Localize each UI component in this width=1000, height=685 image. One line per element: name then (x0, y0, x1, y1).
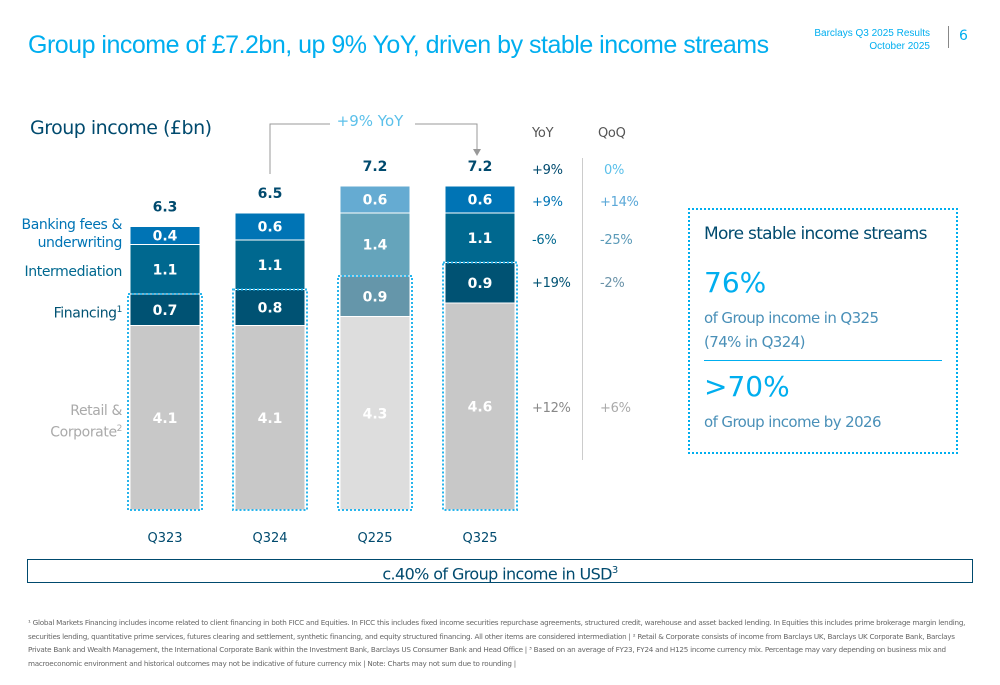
x-tick-label: Q225 (357, 531, 392, 546)
header-divider (948, 26, 949, 48)
yoy-financing: +19% (532, 276, 571, 291)
bar-segment-financing (339, 275, 411, 317)
stat-76-text: of Group income in Q325 (704, 309, 879, 327)
footnote-ref: 2 (116, 424, 123, 434)
data-label: 4.3 (363, 406, 388, 422)
legend-text: Financing (53, 305, 117, 322)
legend-intermediation: Intermediation (24, 264, 123, 280)
x-tick-label: Q323 (147, 531, 182, 546)
data-label: 1.1 (258, 258, 283, 274)
footnotes: ¹ Global Markets Financing includes inco… (28, 618, 966, 668)
stable-income-panel: More stable income streams 76% of Group … (688, 208, 958, 454)
x-tick-label: Q324 (252, 531, 287, 546)
yoy-annotation: +9% YoY (336, 112, 404, 130)
legend-text: Retail & (70, 403, 122, 419)
data-label: 0.6 (468, 193, 493, 209)
data-label: 1.4 (363, 238, 388, 254)
usd-text: c.40% of Group income in USD (382, 564, 612, 584)
data-label: 0.6 (363, 193, 388, 209)
data-label: 0.8 (258, 301, 283, 317)
usd-banner: c.40% of Group income in USD3 (27, 559, 973, 583)
footnote-ref: 3 (611, 565, 618, 576)
bar-segment-retail (444, 302, 516, 511)
yoy-total: +9% (532, 163, 563, 178)
yoy-intermediation: -6% (532, 233, 557, 248)
data-label: 0.7 (153, 303, 178, 319)
chart-title: Group income (£bn) (30, 117, 212, 139)
bar-segment-retail (129, 325, 201, 511)
column-divider (582, 158, 583, 460)
qoq-header: QoQ (598, 126, 626, 141)
page-number: 6 (959, 28, 968, 44)
bar-segment-banking-fees (234, 212, 306, 241)
x-tick-label: Q325 (462, 531, 497, 546)
total-label: 7.2 (468, 159, 493, 175)
yoy-bracket (269, 123, 478, 174)
doc-date: October 2025 (869, 41, 930, 52)
legend-text: underwriting (37, 235, 123, 251)
data-label: 4.6 (468, 400, 493, 416)
yoy-banking: +9% (532, 195, 563, 210)
yoy-retail: +12% (532, 401, 571, 416)
stat-70: >70% (704, 370, 790, 403)
doc-title: Barclays Q3 2025 Results (814, 28, 930, 39)
stable-income-outline (127, 293, 203, 511)
stat-70-text: of Group income by 2026 (704, 413, 882, 431)
bar-segment-financing (129, 293, 201, 326)
data-label: 4.1 (258, 411, 283, 427)
total-label: 7.2 (363, 159, 388, 175)
bar-segment-retail (339, 316, 411, 511)
panel-title: More stable income streams (704, 224, 927, 244)
bar-segment-intermediation (234, 239, 306, 290)
data-label: 0.4 (153, 229, 178, 245)
qoq-financing: -2% (600, 276, 625, 291)
legend-retail-corporate: Retail & Corporate2 (20, 402, 122, 442)
data-label: 0.6 (258, 220, 283, 236)
bar-segment-retail (234, 325, 306, 511)
bar-segment-financing (234, 289, 306, 326)
qoq-banking: +14% (600, 195, 639, 210)
panel-divider (704, 360, 942, 361)
arrow-down-icon (473, 149, 481, 156)
bar-segment-banking-fees (339, 185, 411, 214)
stable-income-outline (232, 288, 308, 511)
stat-76: 76% (704, 266, 767, 299)
stable-income-outline (337, 275, 413, 511)
qoq-total: 0% (604, 163, 625, 178)
bar-segment-banking-fees (444, 185, 516, 214)
stacked-bar-chart: 4.1 0.7 1.1 0.4 6.3 Q323 4.1 0.8 1.1 0.6 6.5 Q324 4.… (127, 123, 518, 546)
footnote-ref: 1 (116, 305, 123, 315)
page-title: Group income of £7.2bn, up 9% YoY, drive… (28, 31, 769, 59)
data-label: 0.9 (363, 289, 388, 305)
data-label: 4.1 (153, 411, 178, 427)
bar-segment-financing (444, 262, 516, 304)
bar-segment-intermediation (339, 212, 411, 277)
doc-info: Barclays Q3 2025 Results October 2025 (814, 27, 930, 53)
data-label: 0.9 (468, 276, 493, 292)
qoq-retail: +6% (600, 401, 631, 416)
legend-banking-fees: Banking fees & underwriting (20, 216, 123, 252)
legend-text: Banking fees & (21, 217, 123, 233)
total-label: 6.3 (153, 200, 178, 216)
data-label: 1.1 (468, 231, 493, 247)
data-label: 1.1 (153, 262, 178, 278)
stat-76-sub: (74% in Q324) (704, 333, 806, 351)
yoy-header: YoY (532, 126, 554, 141)
bar-segment-banking-fees (129, 226, 201, 245)
legend-text: Corporate (50, 424, 117, 441)
legend-financing: Financing1 (20, 301, 123, 323)
qoq-intermediation: -25% (600, 233, 633, 248)
total-label: 6.5 (258, 186, 283, 202)
stable-income-outline (442, 261, 518, 511)
